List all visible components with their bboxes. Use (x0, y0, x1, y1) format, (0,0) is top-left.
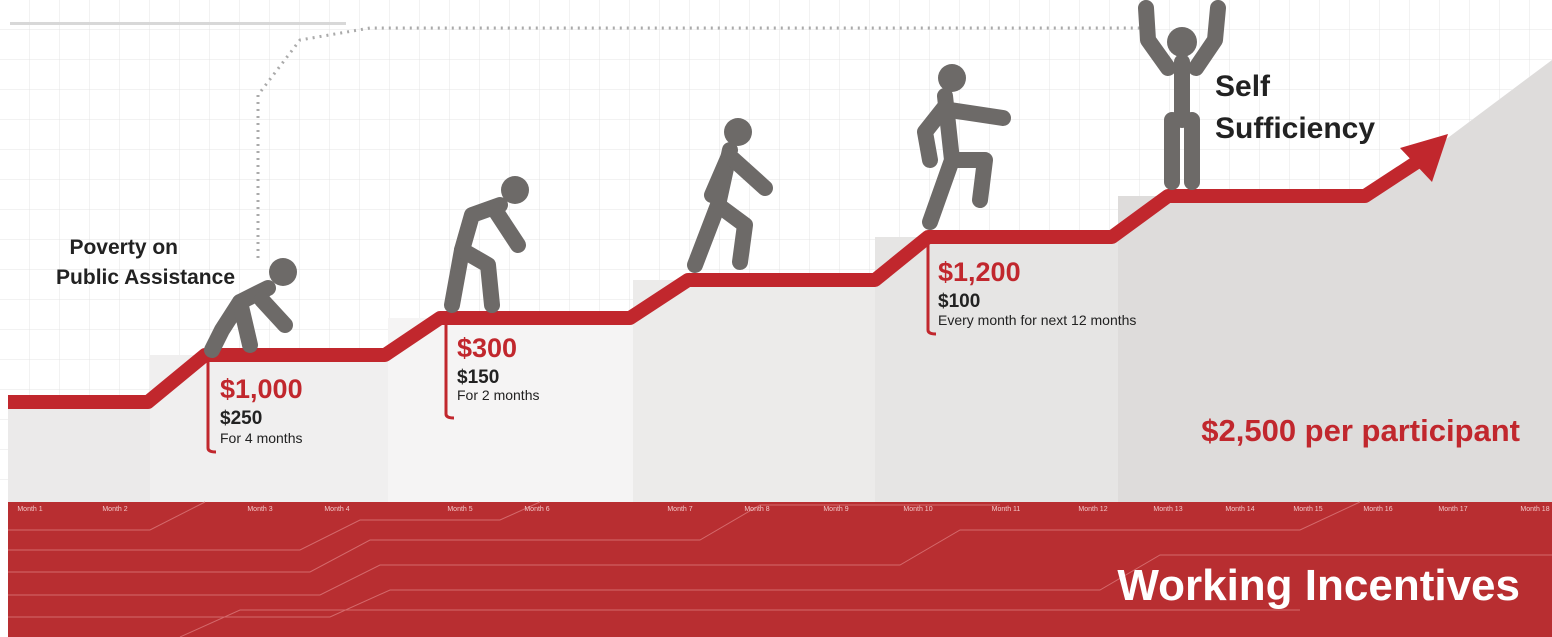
total: $2,500 per participant (1201, 413, 1520, 448)
goal-label: Self (1215, 70, 1271, 103)
month-label: Month 13 (1153, 506, 1182, 513)
month-label: Month 9 (823, 506, 848, 513)
month-label: Month 1 (17, 506, 42, 513)
step-duration: Every month for next 12 months (938, 312, 1136, 328)
month-label: Month 16 (1363, 506, 1392, 513)
month-label: Month 10 (903, 506, 932, 513)
month-label: Month 2 (102, 506, 127, 513)
step-monthly: $100 (938, 291, 980, 312)
start-label: Poverty on (69, 236, 178, 259)
step-bonus: $300 (457, 333, 517, 363)
month-label: Month 18 (1520, 506, 1549, 513)
month-label: Month 6 (524, 506, 549, 513)
month-label: Month 4 (324, 506, 349, 513)
month-label: Month 17 (1438, 506, 1467, 513)
step-monthly: $250 (220, 408, 262, 429)
month-label: Month 11 (992, 506, 1021, 513)
month-label: Month 14 (1225, 506, 1254, 513)
step-bonus: $1,200 (938, 257, 1021, 287)
month-label: Month 15 (1293, 506, 1322, 513)
step-duration: For 2 months (457, 387, 539, 403)
month-label: Month 8 (744, 506, 769, 513)
step-duration: For 4 months (220, 430, 302, 446)
step-bonus: $1,000 (220, 374, 303, 404)
month-label: Month 3 (247, 506, 272, 513)
page: Poverty on Public Assistance Self Suffic… (0, 0, 1552, 637)
rule (10, 22, 346, 25)
banner-title: Working Incentives (1117, 561, 1520, 610)
infographic: Poverty on Public Assistance Self Suffic… (0, 0, 1552, 637)
month-label: Month 12 (1078, 506, 1107, 513)
goal-label: Sufficiency (1215, 112, 1375, 145)
month-label: Month 5 (447, 506, 472, 513)
start-label: Public Assistance (56, 266, 235, 289)
step-monthly: $150 (457, 367, 499, 388)
month-label: Month 7 (667, 506, 692, 513)
